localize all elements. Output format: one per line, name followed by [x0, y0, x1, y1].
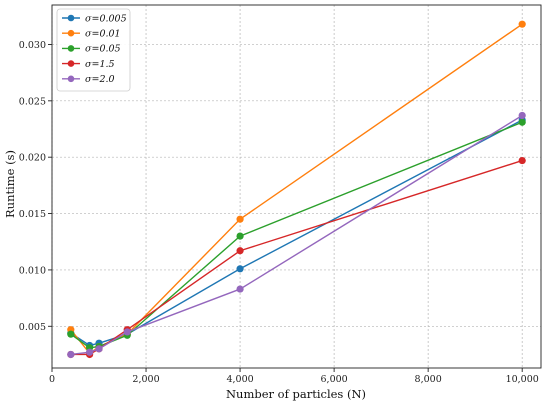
- legend-label: σ=2.0: [85, 74, 115, 85]
- legend: σ=0.005 σ=0.01 σ=0.05 σ=1.5 σ=2.0: [56, 8, 131, 92]
- plot-frame: [51, 4, 542, 369]
- grid-lines: [51, 5, 541, 368]
- data-point: [236, 247, 244, 255]
- data-point: [123, 328, 131, 336]
- y-tick-label: 0.020: [19, 153, 46, 164]
- data-point: [67, 330, 75, 338]
- legend-label: σ=0.05: [85, 44, 121, 55]
- axes: [48, 4, 542, 372]
- x-axis-label: Number of particles (N): [226, 387, 366, 401]
- y-tick-label: 0.005: [19, 322, 46, 333]
- data-point: [67, 350, 75, 359]
- legend-swatch-marker: [67, 75, 75, 83]
- data-point: [518, 20, 526, 28]
- x-tick-label: 4,000: [226, 374, 253, 385]
- legend-swatch-marker: [67, 45, 75, 52]
- data-point: [518, 118, 526, 126]
- legend-label: σ=1.5: [85, 59, 115, 70]
- series-lines: [67, 20, 526, 359]
- data-point: [95, 345, 103, 353]
- legend-box: [56, 8, 131, 92]
- x-tick-label: 8,000: [415, 374, 442, 385]
- data-point: [518, 156, 526, 165]
- data-point: [236, 265, 244, 273]
- legend-label: σ=0.01: [85, 29, 121, 40]
- legend-swatch-marker: [67, 14, 75, 22]
- x-tick-label: 10,000: [506, 374, 539, 385]
- legend-swatch-marker: [67, 60, 75, 67]
- legend-swatch-marker: [67, 29, 75, 37]
- x-tick-label: 6,000: [321, 374, 348, 385]
- legend-label: σ=0.005: [85, 13, 127, 24]
- y-axis-label: Runtime (s): [3, 150, 17, 218]
- y-tick-label: 0.015: [19, 209, 46, 220]
- x-tick-label: 2,000: [132, 374, 159, 385]
- x-tick-label: 0: [49, 374, 55, 385]
- y-tick-label: 0.025: [19, 96, 46, 107]
- y-tick-label: 0.030: [19, 40, 46, 51]
- data-point: [518, 111, 526, 120]
- series-line: [70, 23, 523, 355]
- y-tick-label: 0.010: [19, 265, 46, 276]
- data-point: [236, 285, 244, 293]
- data-point: [86, 348, 94, 356]
- tick-labels: 0 2,000 4,000 6,000 8,000 10,000 0.005 0.010 0.0…: [19, 40, 539, 385]
- series-line: [70, 114, 523, 356]
- data-point: [236, 215, 244, 223]
- data-point: [236, 232, 244, 240]
